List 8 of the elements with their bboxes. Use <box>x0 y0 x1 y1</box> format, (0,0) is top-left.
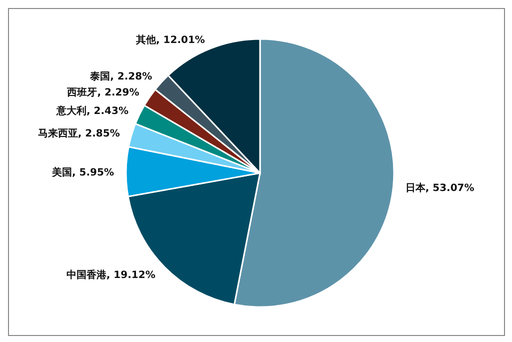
slice-label: 西班牙, 2.29% <box>66 86 140 99</box>
slice-label: 美国, 5.95% <box>51 166 114 179</box>
slice-label: 日本, 53.07% <box>405 182 474 194</box>
slice-label: 意大利, 2.43% <box>56 105 129 118</box>
slice-label: 其他, 12.01% <box>135 34 205 46</box>
slice-label: 中国香港, 19.12% <box>66 268 156 281</box>
slice-label: 泰国, 2.28% <box>89 70 152 82</box>
slice-label: 马来西亚, 2.85% <box>38 127 120 140</box>
